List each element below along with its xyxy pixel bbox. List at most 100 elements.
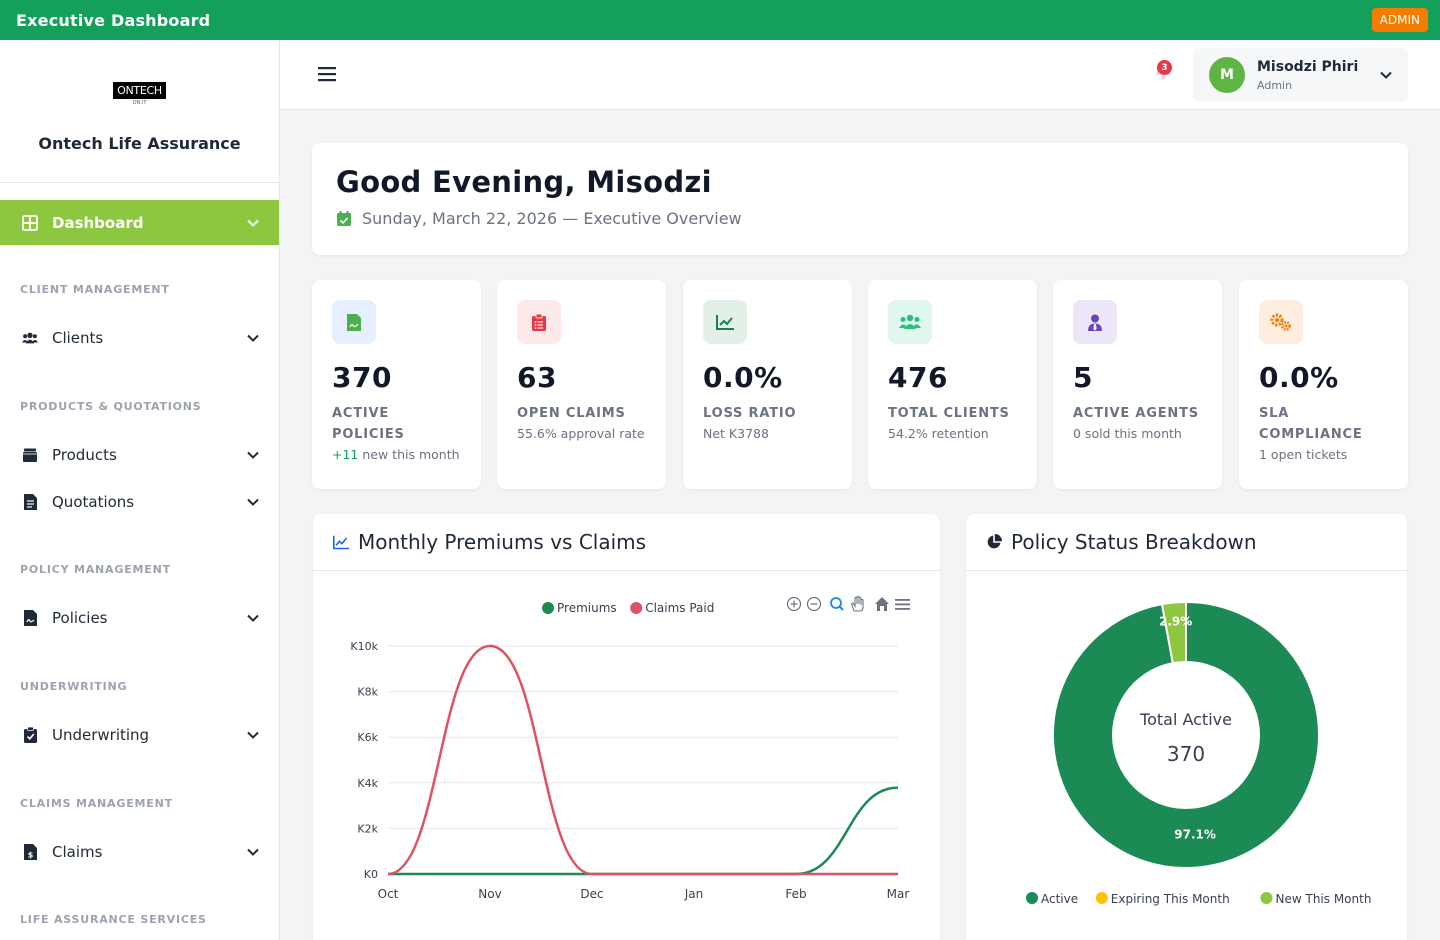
greeting-subtitle: Sunday, March 22, 2026 — Executive Overv…	[362, 209, 742, 228]
dashboard-icon	[22, 214, 38, 231]
legend-marker	[1095, 892, 1108, 904]
avatar: M	[1209, 57, 1245, 93]
legend-marker	[1260, 892, 1273, 904]
users-icon	[22, 330, 38, 346]
donut-slice-label: 97.1%	[1174, 828, 1216, 842]
y-tick-label: K0	[364, 868, 378, 881]
zoom-in-icon[interactable]	[786, 596, 802, 612]
menu-toggle-icon[interactable]	[318, 66, 336, 86]
x-tick-label: Feb	[785, 887, 806, 901]
stat-label: TOTAL CLIENTS	[888, 406, 1010, 421]
sidebar-item-quotations[interactable]: Quotations	[0, 487, 279, 517]
chart-pie-icon	[986, 534, 1002, 550]
x-tick-label: Jan	[684, 887, 704, 901]
stat-value: 5	[1073, 361, 1093, 394]
donut-slice-label: 2.9%	[1159, 614, 1192, 628]
policy-status-panel: Policy Status Breakdown Total Active 370…	[966, 514, 1407, 940]
legend-marker	[542, 602, 554, 614]
y-tick-label: K8k	[357, 686, 378, 699]
chart-line-icon	[703, 300, 747, 344]
stat-value: 476	[888, 361, 948, 394]
stat-subtext: +11 new this month	[332, 447, 460, 462]
chevron-down-icon	[245, 215, 261, 231]
section-policy-management: POLICY MANAGEMENT	[20, 563, 171, 576]
clipboard-check-icon	[22, 727, 38, 743]
menu-icon[interactable]	[895, 599, 910, 610]
legend-label[interactable]: New This Month	[1276, 892, 1372, 906]
sidebar-item-label: Dashboard	[52, 213, 144, 232]
greeting-title: Good Evening, Misodzi	[336, 165, 712, 199]
chart-toolbar	[786, 595, 910, 612]
pan-hand-icon[interactable]	[851, 595, 864, 612]
donut-chart: Total Active 370 2.9% 97.1% Active Expirin…	[1026, 600, 1372, 906]
legend-label[interactable]: Active	[1041, 892, 1078, 906]
chevron-down-icon	[245, 610, 261, 626]
sidebar-item-policies[interactable]: Policies	[0, 603, 279, 633]
box-icon	[22, 447, 38, 463]
section-life-assurance: LIFE ASSURANCE SERVICES	[20, 913, 207, 926]
home-reset-icon[interactable]	[875, 597, 889, 611]
legend-label[interactable]: Claims Paid	[645, 601, 714, 615]
company-logo: ONTECH ON.IT	[110, 82, 170, 106]
series-line-premiums	[388, 786, 899, 876]
stat-card-sla-compliance: 0.0% SLA COMPLIANCE 1 open tickets	[1239, 280, 1408, 489]
legend-marker	[1026, 892, 1038, 904]
company-name: Ontech Life Assurance	[38, 134, 241, 153]
section-claims-management: CLAIMS MANAGEMENT	[20, 797, 173, 810]
sidebar-item-products[interactable]: Products	[0, 440, 279, 470]
donut-hole	[1112, 661, 1260, 809]
series-line-claims-paid	[387, 644, 898, 876]
stat-card-loss-ratio: 0.0% LOSS RATIO Net K3788	[683, 280, 852, 489]
sidebar-item-clients[interactable]: Clients	[0, 323, 279, 353]
notification-count: 3	[1157, 60, 1172, 75]
file-contract-icon	[22, 610, 38, 626]
y-tick-label: K6k	[357, 731, 378, 744]
line-chart: K0 K2k K4k K6k K8k K10k Oct Nov Dec Jan Feb Mar Pr…	[350, 595, 910, 901]
legend-label[interactable]: Expiring This Month	[1111, 892, 1230, 906]
chevron-down-icon	[245, 447, 261, 463]
chevron-down-icon	[245, 330, 261, 346]
stat-label: LOSS RATIO	[703, 406, 797, 421]
clipboard-list-icon	[517, 300, 561, 344]
stat-value: 63	[517, 361, 557, 394]
chevron-down-icon	[1378, 67, 1394, 83]
stat-card-open-claims: 63 OPEN CLAIMS 55.6% approval rate	[497, 280, 666, 489]
y-tick-label: K2k	[357, 822, 378, 835]
app-title: Executive Dashboard	[16, 10, 211, 30]
sidebar-brand: ONTECH ON.IT Ontech Life Assurance	[0, 40, 279, 183]
chevron-down-icon	[245, 727, 261, 743]
calendar-check-icon	[336, 211, 352, 227]
stat-subtext: Net K3788	[703, 426, 769, 441]
donut-center-label: Total Active	[1139, 710, 1232, 729]
sidebar-item-underwriting[interactable]: Underwriting	[0, 720, 279, 750]
stat-card-active-policies: 370 ACTIVE POLICIES +11 new this month	[312, 280, 481, 489]
premiums-claims-panel: Monthly Premiums vs Claims K0 K2k K4k K6k K8…	[313, 514, 940, 940]
stat-label: ACTIVE POLICIES	[332, 406, 405, 442]
x-tick-label: Mar	[887, 887, 910, 901]
users-icon	[888, 300, 932, 344]
panel-title: Policy Status Breakdown	[1011, 530, 1257, 554]
selection-zoom-icon[interactable]	[830, 597, 844, 611]
zoom-out-icon[interactable]	[806, 596, 822, 612]
file-contract-icon	[332, 300, 376, 344]
file-invoice-dollar-icon: $	[22, 844, 38, 860]
user-name: Misodzi Phiri	[1257, 58, 1359, 75]
legend-marker	[630, 602, 643, 614]
chevron-down-icon	[245, 844, 261, 860]
stat-value: 370	[332, 361, 392, 394]
stat-label: ACTIVE AGENTS	[1073, 406, 1199, 421]
user-tie-icon	[1073, 300, 1117, 344]
greeting-card: Good Evening, Misodzi Sunday, March 22, …	[312, 143, 1408, 255]
sidebar-item-dashboard[interactable]: Dashboard	[0, 200, 279, 245]
legend-label[interactable]: Premiums	[557, 601, 617, 615]
panel-title: Monthly Premiums vs Claims	[358, 530, 647, 554]
section-client-management: CLIENT MANAGEMENT	[20, 283, 170, 296]
y-tick-label: K10k	[350, 640, 378, 653]
stat-card-total-clients: 476 TOTAL CLIENTS 54.2% retention	[868, 280, 1037, 489]
user-role: Admin	[1257, 78, 1293, 92]
x-tick-label: Oct	[378, 887, 399, 901]
stat-label: SLA COMPLIANCE	[1259, 406, 1363, 442]
stat-subtext: 1 open tickets	[1259, 447, 1348, 462]
user-menu[interactable]: M Misodzi Phiri Admin	[1193, 48, 1408, 102]
sidebar-item-claims[interactable]: $ Claims	[0, 837, 279, 867]
